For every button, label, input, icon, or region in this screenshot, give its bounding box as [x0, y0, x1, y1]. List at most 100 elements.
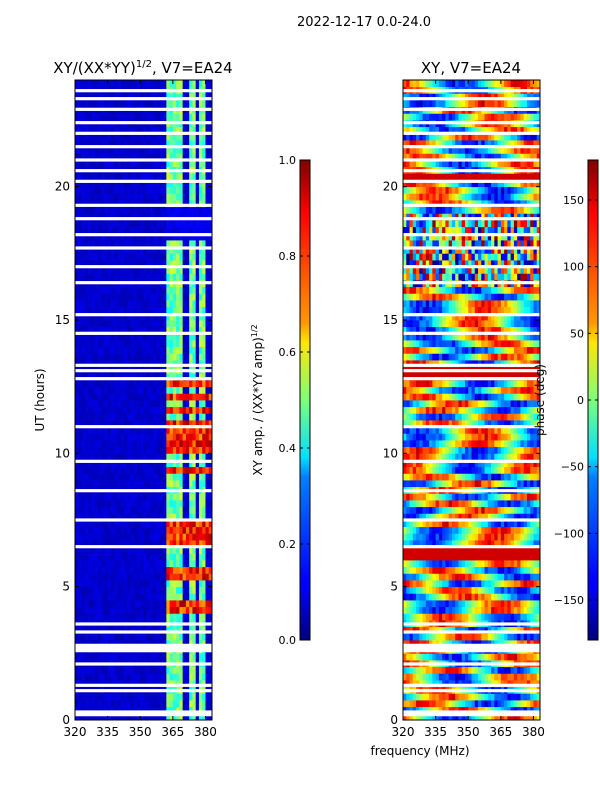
amplitude-heatmap-cell	[146, 493, 151, 501]
amplitude-heatmap-cell	[192, 253, 197, 261]
amplitude-heatmap-cell	[94, 193, 99, 201]
amplitude-heatmap-cell	[110, 433, 115, 441]
amplitude-heatmap-cell	[117, 666, 122, 674]
amplitude-heatmap-cell	[166, 626, 170, 634]
phase-heatmap-cell	[429, 606, 433, 614]
amplitude-heatmap-cell	[114, 506, 118, 514]
amplitude-colorbar-tick-label: 0.2	[279, 538, 297, 551]
amplitude-heatmap-cell	[88, 493, 92, 501]
amplitude-heatmap-cell	[97, 640, 102, 648]
amplitude-heatmap-cell	[91, 286, 95, 294]
amplitude-heatmap-cell	[146, 466, 151, 474]
amplitude-heatmap-cell	[91, 513, 95, 521]
amplitude-heatmap-cell	[136, 440, 141, 448]
amplitude-heatmap-cell	[202, 320, 206, 328]
amplitude-heatmap-cell	[114, 380, 118, 388]
amplitude-heatmap-cell	[84, 506, 89, 514]
amplitude-heatmap-cell	[185, 666, 190, 674]
phase-heatmap-cell	[536, 673, 540, 681]
amplitude-heatmap-cell	[75, 160, 79, 168]
amplitude-heatmap-cell	[153, 80, 157, 88]
phase-heatmap-cell	[464, 600, 469, 608]
amplitude-heatmap-cell	[166, 560, 170, 568]
amplitude-heatmap-cell	[205, 300, 210, 308]
amplitude-heatmap-cell	[205, 413, 210, 421]
amplitude-heatmap-cell	[195, 240, 200, 248]
amplitude-heatmap-cell	[182, 633, 187, 641]
amplitude-heatmap-cell	[123, 400, 128, 408]
amplitude-heatmap-cell	[198, 560, 203, 568]
amplitude-heatmap-cell	[101, 453, 105, 461]
amplitude-heatmap-cell	[182, 673, 187, 681]
amplitude-heatmap-cell	[169, 373, 174, 381]
amplitude-heatmap-cell	[192, 693, 197, 701]
amplitude-heatmap-cell	[84, 173, 89, 181]
amplitude-heatmap-cell	[84, 700, 89, 708]
amplitude-heatmap-cell	[163, 473, 167, 481]
amplitude-heatmap-cell	[153, 713, 157, 720]
amplitude-heatmap-cell	[179, 673, 184, 681]
amplitude-heatmap-cell	[120, 226, 125, 234]
amplitude-heatmap-cell	[101, 420, 105, 428]
amplitude-heatmap-cell	[143, 713, 148, 720]
amplitude-heatmap-cell	[208, 240, 212, 248]
phase-heatmap-cell	[504, 713, 508, 720]
amplitude-heatmap-cell	[169, 680, 174, 688]
amplitude-heatmap-cell	[107, 193, 112, 201]
amplitude-heatmap-cell	[192, 140, 197, 148]
amplitude-heatmap-cell	[189, 320, 193, 328]
amplitude-heatmap-cell	[88, 200, 92, 208]
amplitude-heatmap-cell	[104, 293, 109, 301]
amplitude-heatmap-cell	[205, 426, 210, 434]
phase-heatmap-cell	[520, 613, 525, 621]
amplitude-heatmap-cell	[146, 500, 151, 508]
amplitude-heatmap-cell	[104, 600, 109, 608]
amplitude-heatmap-cell	[189, 593, 193, 601]
amplitude-heatmap-cell	[78, 240, 82, 248]
amplitude-heatmap-cell	[81, 606, 86, 614]
amplitude-heatmap-cell	[189, 513, 193, 521]
amplitude-heatmap-cell	[140, 246, 144, 254]
phase-heatmap-cell	[425, 600, 430, 608]
phase-heatmap-cell	[478, 666, 482, 674]
amplitude-heatmap-cell	[182, 513, 187, 521]
amplitude-heatmap-cell	[91, 373, 95, 381]
amplitude-heatmap-cell	[169, 140, 174, 148]
amplitude-heatmap-cell	[146, 446, 151, 454]
phase-heatmap-cell	[458, 606, 463, 614]
amplitude-heatmap-cell	[130, 506, 135, 514]
amplitude-heatmap-cell	[146, 353, 151, 361]
amplitude-heatmap-cell	[101, 300, 105, 308]
phase-heatmap-cell	[442, 633, 446, 641]
amplitude-heatmap-cell	[133, 560, 138, 568]
amplitude-heatmap-cell	[123, 493, 128, 501]
phase-heatmap-cell	[510, 613, 515, 621]
amplitude-heatmap-cell	[136, 113, 141, 121]
amplitude-heatmap-cell	[159, 180, 164, 188]
phase-heatmap-cell	[481, 626, 485, 634]
amplitude-heatmap-cell	[75, 580, 79, 588]
amplitude-heatmap-cell	[159, 580, 164, 588]
amplitude-heatmap-cell	[97, 700, 102, 708]
amplitude-heatmap-cell	[130, 180, 135, 188]
amplitude-heatmap-cell	[123, 246, 128, 254]
amplitude-heatmap-cell	[136, 200, 141, 208]
phase-heatmap-cell	[494, 673, 498, 681]
phase-heatmap-cell	[406, 586, 410, 594]
amplitude-heatmap-cell	[166, 480, 170, 488]
amplitude-heatmap-cell	[195, 160, 200, 168]
amplitude-heatmap-cell	[94, 320, 99, 328]
amplitude-heatmap-cell	[169, 266, 174, 274]
amplitude-heatmap-cell	[176, 80, 180, 88]
amplitude-heatmap-cell	[195, 526, 200, 534]
amplitude-heatmap-cell	[179, 560, 184, 568]
phase-heatmap-cell	[438, 633, 443, 641]
amplitude-heatmap-cell	[78, 640, 82, 648]
amplitude-heatmap-cell	[110, 506, 115, 514]
amplitude-heatmap-cell	[208, 560, 212, 568]
phase-heatmap-cell	[533, 693, 538, 701]
amplitude-heatmap-cell	[140, 520, 144, 528]
amplitude-heatmap-cell	[176, 373, 180, 381]
amplitude-heatmap-cell	[172, 586, 177, 594]
amplitude-heatmap-cell	[198, 373, 203, 381]
